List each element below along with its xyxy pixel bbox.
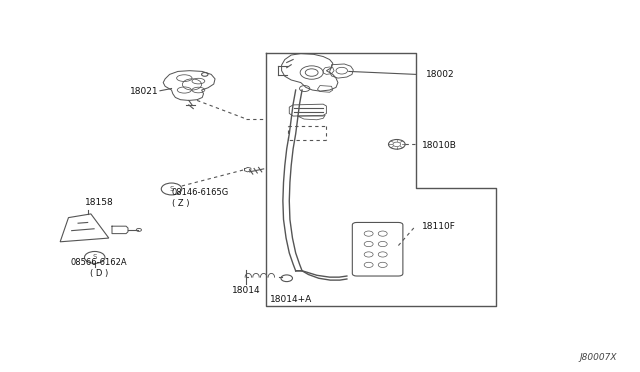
Text: 08146-6165G
( Z ): 08146-6165G ( Z ) — [172, 188, 228, 208]
Text: 18158: 18158 — [85, 198, 113, 207]
Text: S: S — [93, 254, 97, 260]
Text: 18021: 18021 — [130, 87, 159, 96]
Text: 18010B: 18010B — [422, 141, 457, 150]
Text: 18014: 18014 — [232, 286, 260, 295]
Text: 18110F: 18110F — [422, 222, 456, 231]
Text: 18002: 18002 — [426, 70, 454, 79]
Text: S: S — [170, 186, 173, 192]
Text: 18014+A: 18014+A — [270, 295, 312, 304]
Text: J80007X: J80007X — [580, 353, 617, 362]
Text: 08566-6162A
( D ): 08566-6162A ( D ) — [71, 258, 127, 278]
